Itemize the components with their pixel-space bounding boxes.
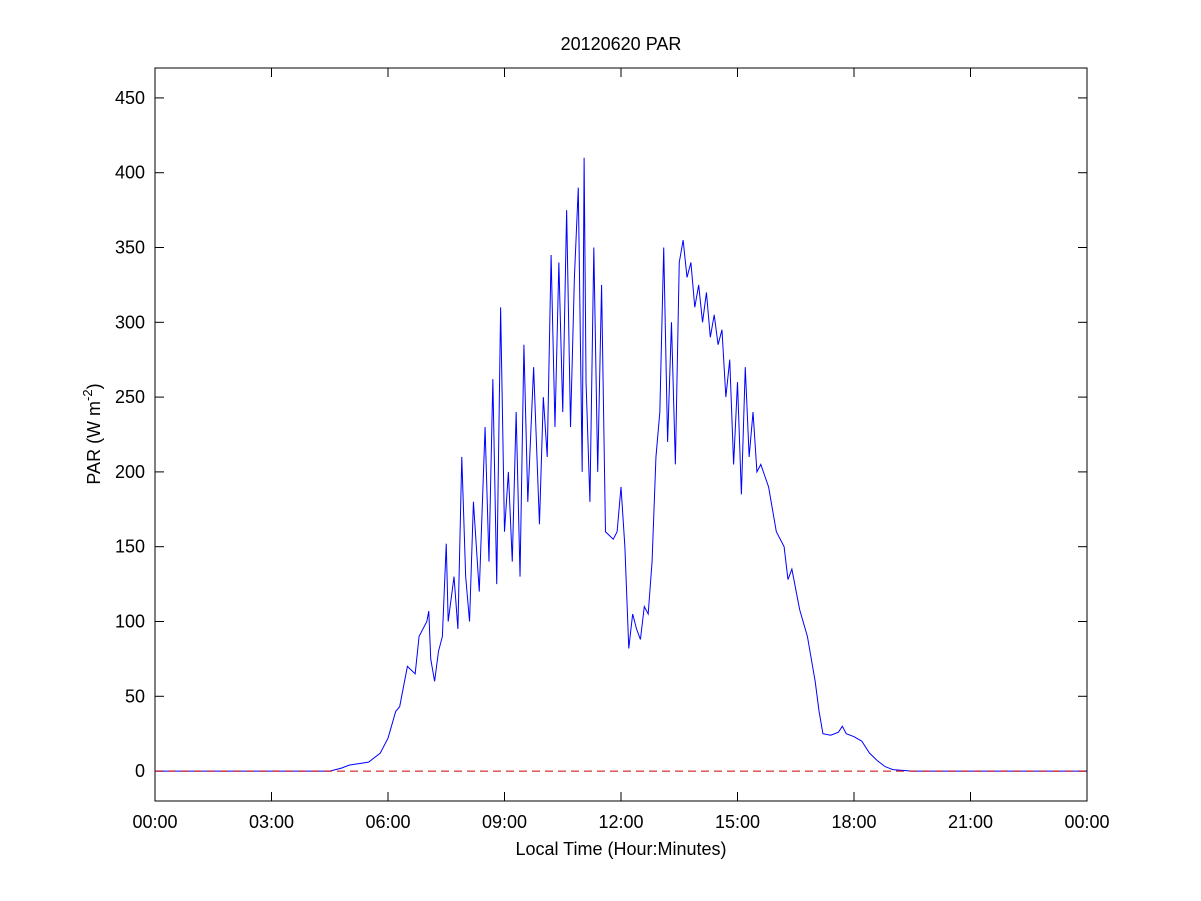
y-tick-label: 0 — [135, 761, 145, 781]
x-axis-label: Local Time (Hour:Minutes) — [515, 839, 726, 859]
y-tick-label: 450 — [115, 88, 145, 108]
data-line — [155, 157, 1087, 772]
x-tick-label: 03:00 — [249, 812, 294, 832]
x-tick-label: 18:00 — [831, 812, 876, 832]
x-tick-label: 00:00 — [1064, 812, 1109, 832]
plot-area — [154, 67, 1088, 802]
chart-title: 20120620 PAR — [561, 34, 682, 54]
x-tick-label: 21:00 — [948, 812, 993, 832]
x-tick-label: 12:00 — [598, 812, 643, 832]
y-tick-label: 150 — [115, 537, 145, 557]
y-label-sup: -2 — [80, 389, 95, 401]
y-tick-label: 400 — [115, 163, 145, 183]
y-tick-label: 250 — [115, 387, 145, 407]
x-tick-label: 00:00 — [132, 812, 177, 832]
y-tick-label: 350 — [115, 238, 145, 258]
x-tick-label: 09:00 — [482, 812, 527, 832]
y-tick-label: 100 — [115, 611, 145, 631]
x-tick-label: 15:00 — [715, 812, 760, 832]
y-label-main: PAR (W m — [84, 401, 104, 485]
y-tick-label: 50 — [125, 686, 145, 706]
y-tick-label: 300 — [115, 312, 145, 332]
y-label-end: ) — [84, 383, 104, 389]
y-axis-label: PAR (W m-2) — [80, 383, 104, 484]
y-tick-label: 200 — [115, 462, 145, 482]
x-tick-label: 06:00 — [365, 812, 410, 832]
